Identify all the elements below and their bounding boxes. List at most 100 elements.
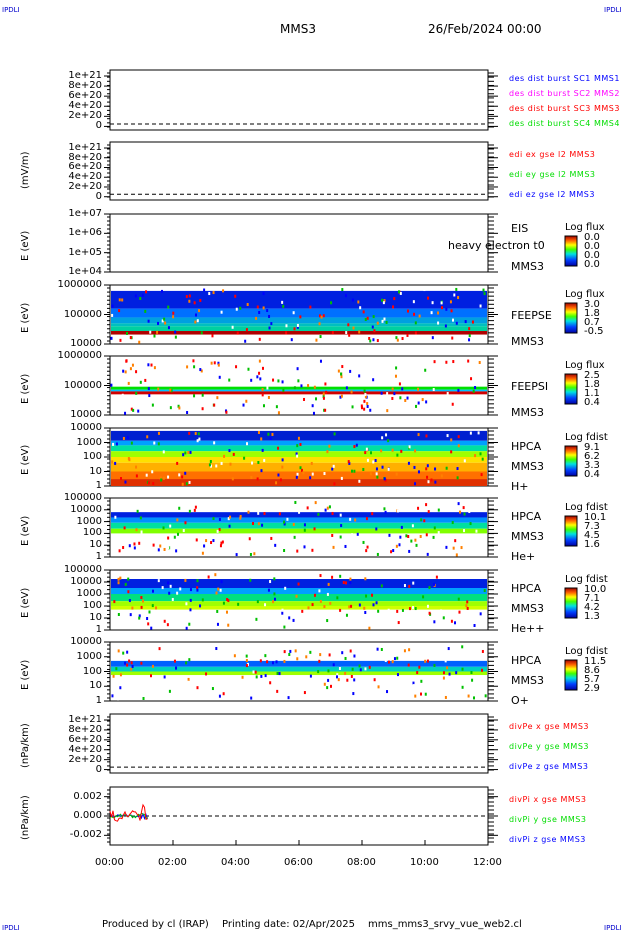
spectrogram-pixel (450, 450, 453, 454)
spectrogram-pixel (457, 444, 460, 448)
spectrogram-pixel (208, 463, 211, 467)
spectrogram-pixel (431, 336, 434, 340)
spectrogram-pixel (211, 334, 214, 338)
spectrogram-pixel (369, 472, 372, 476)
spectrogram-pixel (159, 544, 162, 548)
spectrogram-pixel (468, 338, 471, 342)
spectrogram-pixel (322, 392, 325, 396)
spectrogram-pixel (377, 609, 380, 613)
spectrogram-pixel (414, 694, 417, 698)
y-tick-label: -0.002 (69, 829, 102, 841)
spectrogram-pixel (437, 508, 440, 512)
spectrogram-pixel (117, 581, 120, 585)
spectrogram-pixel (353, 445, 356, 449)
spectrogram-pixel (387, 608, 390, 612)
spectrogram-pixel (457, 296, 460, 300)
spectrogram-pixel (212, 291, 215, 295)
spectrogram-pixel (366, 458, 369, 462)
spectrogram-pixel (246, 442, 249, 446)
spectrogram-pixel (111, 460, 114, 464)
spectrogram-pixel (415, 404, 418, 408)
y-axis-label: (nPa/km) (20, 795, 31, 840)
spectrogram-pixel (449, 300, 452, 304)
spectrogram-pixel (235, 365, 238, 369)
spectrogram-pixel (315, 338, 318, 342)
y-tick-label: 100000 (63, 308, 102, 320)
spectrogram-band (111, 317, 487, 324)
legend-entry: edi ex gse l2 MMS3 (509, 150, 596, 159)
spectrogram-pixel (428, 611, 431, 615)
spectrogram-pixel (268, 314, 271, 318)
spectrogram-pixel (324, 408, 327, 412)
spectrogram-pixel (250, 378, 253, 382)
spectrogram-pixel (319, 653, 322, 657)
spectrogram-pixel (461, 685, 464, 689)
spectrogram-pixel (442, 676, 445, 680)
y-tick-label: 100 (82, 600, 102, 611)
spectrogram-pixel (400, 449, 403, 453)
spectrogram-pixel (185, 661, 188, 665)
spectrogram-pixel (365, 447, 368, 451)
instrument-label: MMS3 (511, 260, 544, 273)
colorbar-title: Log fdist (565, 574, 608, 585)
spectrogram-pixel (185, 295, 188, 299)
spectrogram-pixel (420, 679, 423, 683)
spectrogram-pixel (260, 437, 263, 441)
spectrogram-pixel (136, 509, 139, 513)
spectrogram-pixel (271, 661, 274, 665)
spectrogram-pixel (149, 330, 152, 334)
y-tick-label: 10 (89, 465, 102, 477)
spectrogram-pixel (425, 434, 428, 438)
spectrogram-pixel (469, 431, 472, 435)
spectrogram-pixel (236, 331, 239, 335)
spectrogram-pixel (330, 301, 333, 305)
spectrogram-pixel (124, 370, 127, 374)
spectrogram-pixel (329, 684, 332, 688)
spectrogram-pixel (277, 446, 280, 450)
spectrogram-band (111, 308, 487, 318)
spectrogram-pixel (208, 292, 211, 296)
spectrogram-pixel (471, 320, 474, 324)
spectrogram-pixel (126, 436, 129, 440)
corner-label-tr: IPDLI (604, 6, 622, 14)
spectrogram-pixel (189, 598, 192, 602)
spectrogram-pixel (426, 475, 429, 479)
spectrogram-pixel (266, 660, 269, 664)
spectrogram-pixel (245, 654, 248, 658)
spectrogram-pixel (391, 396, 394, 400)
spectrogram-pixel (416, 671, 419, 675)
colorbar-tick-label: 0.0 (584, 241, 600, 252)
spectrogram-pixel (283, 522, 286, 526)
spectrogram-pixel (387, 660, 390, 664)
spectrogram-pixel (300, 468, 303, 472)
spectrogram-band (111, 479, 487, 486)
spectrogram-pixel (459, 510, 462, 514)
spectrogram-pixel (138, 340, 141, 344)
spectrogram-pixel (189, 588, 192, 592)
spectrogram-pixel (216, 609, 219, 613)
footer-produced: Produced by cl (IRAP) (102, 919, 209, 930)
spectrogram-pixel (122, 651, 125, 655)
spectrogram-pixel (157, 387, 160, 391)
spectrogram-pixel (430, 478, 433, 482)
spectrogram-pixel (383, 477, 386, 481)
spectrogram-pixel (144, 378, 147, 382)
x-tick-label: 10:00 (410, 857, 439, 868)
spectrogram-pixel (327, 669, 330, 673)
panel-10 (104, 713, 498, 774)
spectrogram-pixel (158, 382, 161, 386)
spectrogram-pixel (365, 517, 368, 521)
spectrogram-pixel (413, 465, 416, 469)
legend-entry: des dist burst SC1 MMS1 (509, 74, 620, 83)
spectrogram-pixel (266, 651, 269, 655)
spectrogram-pixel (231, 325, 234, 329)
spectrogram-pixel (300, 384, 303, 388)
spectrogram-pixel (358, 330, 361, 334)
spectrogram-pixel (463, 512, 466, 516)
spectrogram-pixel (350, 390, 353, 394)
spectrogram-pixel (426, 464, 429, 468)
spectrogram-pixel (461, 667, 464, 671)
spectrogram-pixel (130, 661, 133, 665)
spectrogram-pixel (318, 322, 321, 326)
spectrogram-pixel (267, 432, 270, 436)
